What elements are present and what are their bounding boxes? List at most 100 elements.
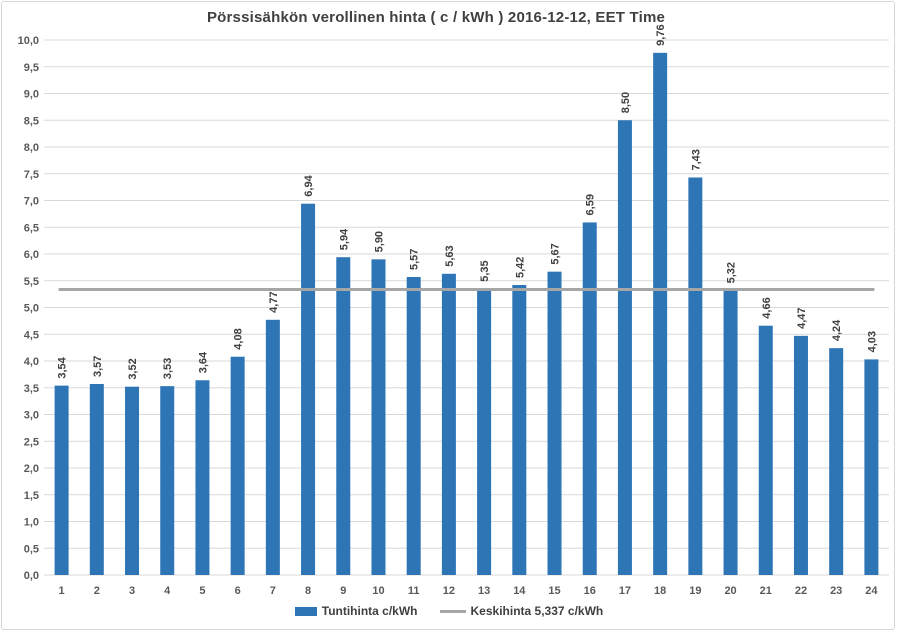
x-tick-label: 21 — [760, 585, 772, 597]
bar-value-label: 4,08 — [233, 328, 245, 349]
y-tick-label: 7,5 — [24, 169, 39, 181]
bar — [265, 319, 280, 575]
bar-value-label: 4,24 — [831, 319, 843, 341]
chart-title: Pörssisähkön verollinen hinta ( c / kWh … — [206, 9, 666, 26]
x-tick-label: 18 — [654, 585, 666, 597]
bar — [829, 348, 844, 575]
bar-value-label: 3,52 — [127, 358, 139, 379]
bar — [723, 290, 738, 575]
x-tick-label: 11 — [408, 585, 420, 597]
bar — [371, 259, 386, 575]
x-tick-label: 5 — [199, 585, 205, 597]
y-tick-label: 3,0 — [24, 410, 39, 422]
x-tick-label: 2 — [94, 585, 100, 597]
y-tick-label: 1,5 — [24, 490, 39, 502]
legend: Tuntihinta c/kWh Keskihinta 5,337 c/kWh — [2, 601, 896, 621]
bar-value-label: 4,66 — [761, 297, 773, 318]
y-tick-label: 8,5 — [24, 115, 39, 127]
bar-value-label: 5,90 — [373, 231, 385, 252]
bar — [54, 385, 69, 575]
bar — [195, 380, 210, 575]
bar — [758, 325, 773, 575]
bar — [336, 257, 351, 575]
y-tick-label: 9,5 — [24, 62, 39, 74]
x-tick-label: 15 — [548, 585, 560, 597]
x-tick-label: 4 — [164, 585, 171, 597]
bar-value-label: 5,57 — [409, 249, 421, 270]
bar-value-label: 6,59 — [585, 194, 597, 215]
bar — [89, 384, 104, 575]
bar-value-label: 4,77 — [268, 291, 280, 312]
x-tick-label: 23 — [830, 585, 842, 597]
y-tick-label: 8,0 — [24, 142, 39, 154]
y-tick-label: 6,0 — [24, 249, 39, 261]
y-tick-label: 5,0 — [24, 303, 39, 315]
x-tick-label: 3 — [129, 585, 135, 597]
legend-label: Tuntihinta c/kWh — [321, 604, 418, 618]
bar — [125, 386, 140, 575]
y-tick-label: 3,5 — [24, 383, 39, 395]
bar-value-label: 3,53 — [162, 358, 174, 379]
bar-value-label: 9,76 — [655, 24, 667, 45]
bar — [230, 356, 245, 575]
y-tick-label: 7,0 — [24, 196, 39, 208]
x-tick-label: 9 — [340, 585, 346, 597]
x-tick-label: 8 — [305, 585, 311, 597]
plot-area: 0,0 0,5 1,0 1,5 2,0 2,5 3,0 3,5 4,0 4,5 5,0 5,5 6,0 6… — [18, 24, 889, 597]
bar — [617, 120, 632, 575]
bar-swatch-icon — [294, 606, 317, 616]
bar — [160, 386, 175, 575]
bar-value-label: 5,63 — [444, 245, 456, 266]
x-tick-label: 1 — [59, 585, 65, 597]
bar-value-label: 5,42 — [514, 257, 526, 278]
x-tick-label: 10 — [372, 585, 384, 597]
bar-value-label: 5,32 — [726, 262, 738, 283]
x-tick-label: 20 — [724, 585, 736, 597]
y-tick-label: 4,0 — [24, 356, 39, 368]
bar-value-label: 8,50 — [620, 92, 632, 113]
bar-value-label: 5,35 — [479, 260, 491, 281]
bar — [793, 335, 808, 575]
bar-value-label: 4,03 — [866, 331, 878, 352]
line-swatch-icon — [439, 609, 466, 613]
bar — [582, 222, 597, 575]
x-tick-label: 13 — [478, 585, 490, 597]
bar — [406, 277, 421, 575]
y-tick-label: 5,5 — [24, 276, 39, 288]
y-tick-label: 6,5 — [24, 222, 39, 234]
bar-value-label: 3,54 — [57, 356, 69, 378]
y-tick-label: 10,0 — [18, 35, 39, 47]
bar — [441, 273, 456, 575]
bar — [477, 288, 492, 575]
y-tick-label: 1,0 — [24, 517, 39, 529]
bar — [864, 359, 879, 575]
bar-value-label: 7,43 — [690, 149, 702, 170]
bar — [688, 177, 703, 575]
x-tick-label: 22 — [795, 585, 807, 597]
x-tick-label: 17 — [619, 585, 631, 597]
y-tick-label: 4,5 — [24, 329, 39, 341]
bar — [301, 203, 316, 575]
bar-value-label: 3,57 — [92, 356, 104, 377]
bar-value-label: 6,94 — [303, 174, 315, 196]
bar-value-label: 3,64 — [197, 351, 209, 373]
y-tick-label: 2,0 — [24, 463, 39, 475]
x-tick-label: 12 — [443, 585, 455, 597]
bar-value-label: 4,47 — [796, 307, 808, 328]
legend-item-keskihinta: Keskihinta 5,337 c/kWh — [439, 604, 604, 618]
x-tick-label: 24 — [865, 585, 878, 597]
y-tick-label: 0,0 — [24, 570, 39, 582]
bar — [512, 285, 527, 575]
bar-value-label: 5,67 — [550, 243, 562, 264]
bar — [547, 271, 562, 575]
bar — [653, 52, 668, 575]
legend-label: Keskihinta 5,337 c/kWh — [470, 604, 604, 618]
y-tick-label: 0,5 — [24, 543, 39, 555]
x-tick-label: 7 — [270, 585, 276, 597]
legend-item-tuntihinta: Tuntihinta c/kWh — [294, 604, 418, 618]
x-tick-label: 14 — [513, 585, 526, 597]
x-tick-label: 16 — [584, 585, 596, 597]
bar-value-label: 5,94 — [338, 228, 350, 250]
y-tick-label: 9,0 — [24, 89, 39, 101]
